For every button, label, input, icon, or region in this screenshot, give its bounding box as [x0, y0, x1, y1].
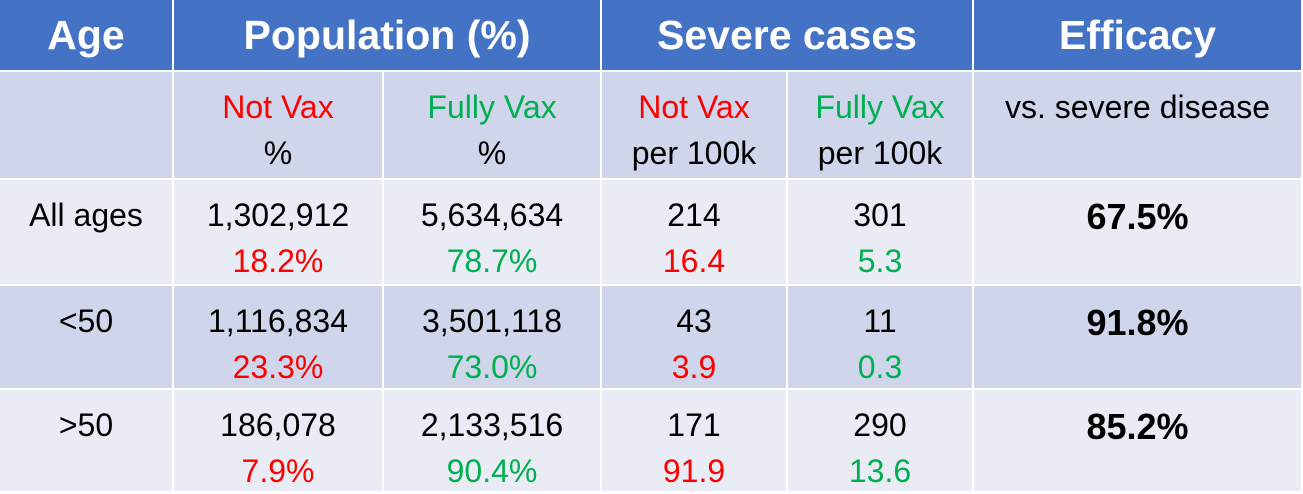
count-value: 1,116,834 — [208, 303, 348, 339]
cell-pop-fully-vax: 2,133,516 90.4% — [384, 390, 602, 493]
subheader-efficacy-note: vs. severe disease — [974, 72, 1303, 180]
subheader-label: Not Vax — [222, 89, 334, 125]
percent-value: 7.9% — [241, 453, 315, 489]
percent-value: 78.7% — [446, 243, 538, 279]
subheader-pop-fully-vax: Fully Vax % — [384, 72, 602, 180]
cell-efficacy: 67.5% — [974, 180, 1303, 286]
cell-pop-not-vax: 1,116,834 23.3% — [174, 286, 384, 390]
count-value: 186,078 — [220, 407, 336, 443]
count-value: 1,302,912 — [206, 197, 350, 233]
rate-value: 91.9 — [662, 453, 726, 489]
cell-sev-fully-vax: 290 13.6 — [788, 390, 974, 493]
count-value: 171 — [667, 407, 721, 443]
header-efficacy: Efficacy — [974, 0, 1303, 72]
cell-sev-not-vax: 43 3.9 — [602, 286, 788, 390]
cell-pop-fully-vax: 3,501,118 73.0% — [384, 286, 602, 390]
count-value: 290 — [853, 407, 907, 443]
rate-value: 5.3 — [857, 243, 903, 279]
cell-pop-not-vax: 186,078 7.9% — [174, 390, 384, 493]
row-age: >50 — [0, 390, 174, 493]
count-value: 301 — [853, 197, 907, 233]
subheader-pop-not-vax: Not Vax % — [174, 72, 384, 180]
count-value: 2,133,516 — [420, 407, 564, 443]
cell-sev-fully-vax: 11 0.3 — [788, 286, 974, 390]
cell-sev-not-vax: 171 91.9 — [602, 390, 788, 493]
percent-value: 23.3% — [232, 349, 324, 385]
cell-pop-fully-vax: 5,634,634 78.7% — [384, 180, 602, 286]
count-value: 5,634,634 — [420, 197, 564, 233]
header-severe-cases: Severe cases — [602, 0, 974, 72]
subheader-unit: per 100k — [817, 135, 943, 171]
subheader-label: Not Vax — [638, 89, 750, 125]
cell-sev-not-vax: 214 16.4 — [602, 180, 788, 286]
rate-value: 13.6 — [848, 453, 912, 489]
subheader-sev-not-vax: Not Vax per 100k — [602, 72, 788, 180]
subheader-sev-fully-vax: Fully Vax per 100k — [788, 72, 974, 180]
subheader-label: Fully Vax — [427, 89, 557, 125]
cell-pop-not-vax: 1,302,912 18.2% — [174, 180, 384, 286]
rate-value: 16.4 — [662, 243, 726, 279]
subheader-unit: % — [263, 135, 293, 171]
subheader-label: Fully Vax — [815, 89, 945, 125]
count-value: 43 — [676, 303, 712, 339]
rate-value: 0.3 — [857, 349, 903, 385]
count-value: 214 — [667, 197, 721, 233]
subheader-unit: % — [477, 135, 507, 171]
count-value: 3,501,118 — [422, 303, 562, 339]
header-age: Age — [0, 0, 174, 72]
percent-value: 18.2% — [232, 243, 324, 279]
cell-sev-fully-vax: 301 5.3 — [788, 180, 974, 286]
rate-value: 3.9 — [671, 349, 717, 385]
subheader-label: vs. severe disease — [1004, 89, 1270, 125]
subheader-unit: per 100k — [631, 135, 757, 171]
percent-value: 90.4% — [446, 453, 538, 489]
count-value: 11 — [863, 303, 897, 339]
row-age: All ages — [0, 180, 174, 286]
cell-efficacy: 91.8% — [974, 286, 1303, 390]
percent-value: 73.0% — [446, 349, 538, 385]
subheader-age-empty — [0, 72, 174, 180]
cell-efficacy: 85.2% — [974, 390, 1303, 493]
header-population: Population (%) — [174, 0, 602, 72]
row-age: <50 — [0, 286, 174, 390]
